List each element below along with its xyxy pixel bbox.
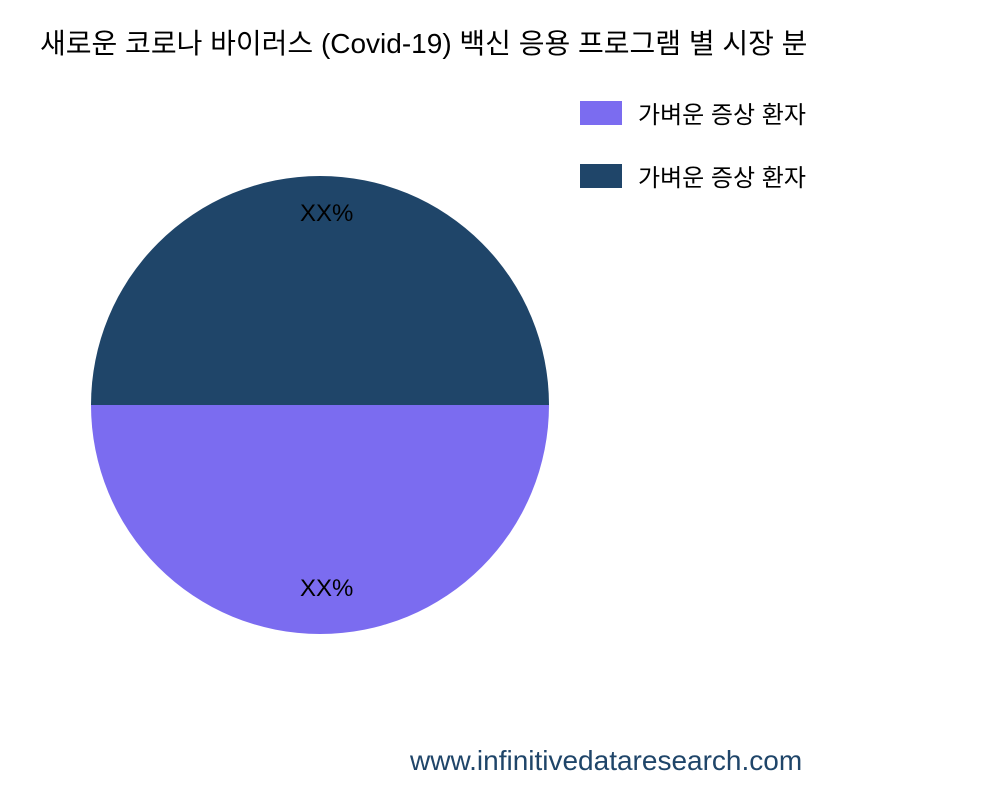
chart-title: 새로운 코로나 바이러스 (Covid-19) 백신 응용 프로그램 별 시장 …	[40, 22, 807, 62]
legend-label-1: 가벼운 증상 환자	[638, 158, 806, 193]
legend-swatch-1	[580, 164, 622, 188]
legend-item-0: 가벼운 증상 환자	[580, 95, 806, 130]
pie-chart: XX% XX%	[91, 176, 549, 634]
footer-link[interactable]: www.infinitivedataresearch.com	[410, 745, 802, 777]
slice-label-0: XX%	[300, 200, 353, 228]
legend-item-1: 가벼운 증상 환자	[580, 158, 806, 193]
legend-label-0: 가벼운 증상 환자	[638, 95, 806, 130]
chart-container: 새로운 코로나 바이러스 (Covid-19) 백신 응용 프로그램 별 시장 …	[0, 0, 1000, 800]
legend: 가벼운 증상 환자 가벼운 증상 환자	[580, 95, 806, 221]
legend-swatch-0	[580, 101, 622, 125]
pie-body	[91, 176, 549, 634]
slice-label-1: XX%	[300, 575, 353, 603]
